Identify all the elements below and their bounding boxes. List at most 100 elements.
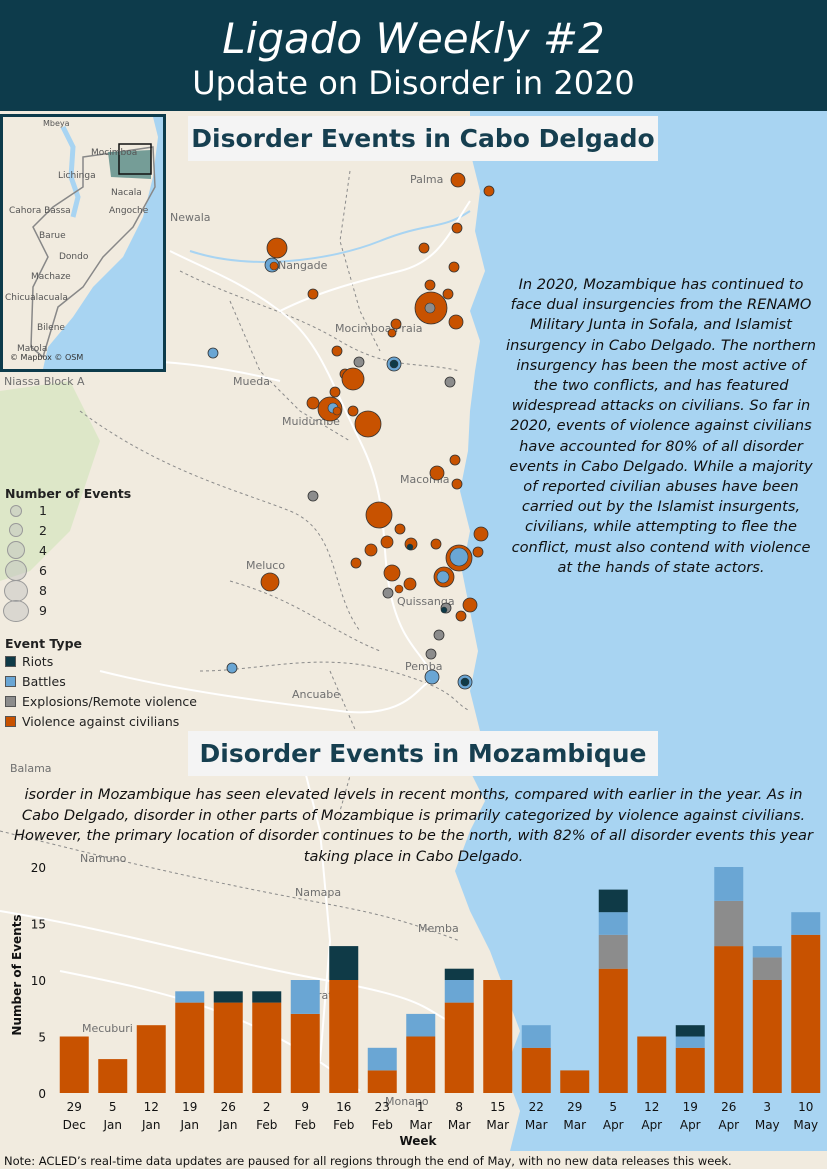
- event-marker[interactable]: [389, 359, 399, 369]
- bar-segment[interactable]: [367, 1047, 397, 1071]
- event-marker[interactable]: [451, 478, 463, 490]
- bar-segment[interactable]: [521, 1047, 551, 1093]
- event-marker[interactable]: [424, 302, 436, 314]
- event-marker[interactable]: [307, 288, 319, 300]
- event-marker[interactable]: [449, 454, 461, 466]
- bar-segment[interactable]: [406, 1013, 436, 1037]
- event-marker[interactable]: [462, 597, 478, 613]
- event-marker[interactable]: [403, 577, 417, 591]
- bar-segment[interactable]: [175, 991, 205, 1003]
- bar-segment[interactable]: [714, 867, 744, 901]
- x-tick-label: Apr: [603, 1118, 624, 1132]
- event-marker[interactable]: [449, 547, 469, 567]
- event-marker[interactable]: [472, 546, 484, 558]
- bar-segment[interactable]: [213, 1002, 243, 1093]
- bar-segment[interactable]: [598, 934, 628, 969]
- event-marker[interactable]: [350, 557, 362, 569]
- bar-segment[interactable]: [290, 980, 320, 1014]
- event-marker[interactable]: [307, 490, 319, 502]
- mozambique-title: Disorder Events in Mozambique: [188, 731, 658, 776]
- event-marker[interactable]: [455, 610, 467, 622]
- bar-segment[interactable]: [752, 980, 782, 1093]
- bar-segment[interactable]: [637, 1036, 667, 1094]
- event-marker[interactable]: [451, 222, 463, 234]
- bar-segment[interactable]: [213, 991, 243, 1003]
- event-marker[interactable]: [448, 261, 460, 273]
- bar-segment[interactable]: [290, 1013, 320, 1093]
- event-marker[interactable]: [436, 570, 450, 584]
- event-marker[interactable]: [306, 396, 320, 410]
- event-marker[interactable]: [341, 367, 365, 391]
- bar-segment[interactable]: [521, 1025, 551, 1048]
- x-tick-label: Dec: [63, 1118, 86, 1132]
- event-marker[interactable]: [207, 347, 219, 359]
- event-marker[interactable]: [430, 538, 442, 550]
- event-marker[interactable]: [394, 523, 406, 535]
- event-marker[interactable]: [365, 501, 393, 529]
- event-marker[interactable]: [450, 172, 466, 188]
- bar-segment[interactable]: [406, 1036, 436, 1094]
- event-marker[interactable]: [425, 648, 437, 660]
- svg-text:Barue: Barue: [39, 231, 66, 241]
- event-marker[interactable]: [473, 526, 489, 542]
- event-marker[interactable]: [433, 629, 445, 641]
- event-marker[interactable]: [390, 318, 402, 330]
- event-marker[interactable]: [331, 345, 343, 357]
- bar-segment[interactable]: [444, 968, 474, 980]
- bar-segment[interactable]: [560, 1070, 590, 1093]
- bar-segment[interactable]: [98, 1059, 128, 1093]
- bar-segment[interactable]: [483, 980, 513, 1093]
- event-marker[interactable]: [406, 543, 414, 551]
- bar-segment[interactable]: [252, 1002, 282, 1093]
- event-marker[interactable]: [383, 564, 401, 582]
- event-marker[interactable]: [460, 677, 470, 687]
- bar-segment[interactable]: [791, 934, 821, 1093]
- bar-segment[interactable]: [367, 1070, 397, 1093]
- event-marker[interactable]: [269, 261, 279, 271]
- event-marker[interactable]: [387, 328, 397, 338]
- event-marker[interactable]: [354, 410, 382, 438]
- event-marker[interactable]: [429, 465, 445, 481]
- event-marker[interactable]: [266, 237, 288, 259]
- bar-segment[interactable]: [598, 889, 628, 913]
- bar-segment[interactable]: [329, 980, 359, 1093]
- bar-segment[interactable]: [252, 991, 282, 1003]
- event-marker[interactable]: [444, 376, 456, 388]
- event-marker[interactable]: [347, 405, 359, 417]
- bar-segment[interactable]: [59, 1036, 89, 1094]
- event-marker[interactable]: [424, 279, 436, 291]
- inset-map[interactable]: Mbeya Mocimboa Lichinga Nacala Angoche C…: [0, 114, 166, 372]
- svg-text:Nacala: Nacala: [111, 188, 142, 198]
- bar-segment[interactable]: [329, 946, 359, 980]
- event-marker[interactable]: [440, 606, 448, 614]
- bar-segment[interactable]: [675, 1047, 705, 1093]
- event-marker[interactable]: [483, 185, 495, 197]
- bar-segment[interactable]: [598, 968, 628, 1093]
- event-marker[interactable]: [382, 587, 394, 599]
- event-marker[interactable]: [380, 535, 394, 549]
- bar-segment[interactable]: [444, 980, 474, 1003]
- place-newala: Newala: [170, 211, 211, 224]
- bar-segment[interactable]: [752, 946, 782, 958]
- bar-segment[interactable]: [136, 1025, 166, 1093]
- bar-segment[interactable]: [444, 1002, 474, 1093]
- event-marker[interactable]: [353, 356, 365, 368]
- event-marker[interactable]: [226, 662, 238, 674]
- bar-segment[interactable]: [714, 946, 744, 1093]
- event-marker[interactable]: [332, 406, 342, 416]
- event-marker[interactable]: [260, 572, 280, 592]
- event-marker[interactable]: [329, 386, 341, 398]
- event-marker[interactable]: [394, 584, 404, 594]
- event-marker[interactable]: [442, 288, 454, 300]
- event-marker[interactable]: [418, 242, 430, 254]
- event-marker[interactable]: [424, 669, 440, 685]
- event-marker[interactable]: [364, 543, 378, 557]
- bar-segment[interactable]: [752, 957, 782, 980]
- bar-segment[interactable]: [791, 912, 821, 935]
- bar-segment[interactable]: [598, 912, 628, 935]
- event-marker[interactable]: [448, 314, 464, 330]
- bar-segment[interactable]: [675, 1036, 705, 1048]
- bar-segment[interactable]: [675, 1025, 705, 1037]
- bar-segment[interactable]: [175, 1002, 205, 1093]
- bar-segment[interactable]: [714, 900, 744, 947]
